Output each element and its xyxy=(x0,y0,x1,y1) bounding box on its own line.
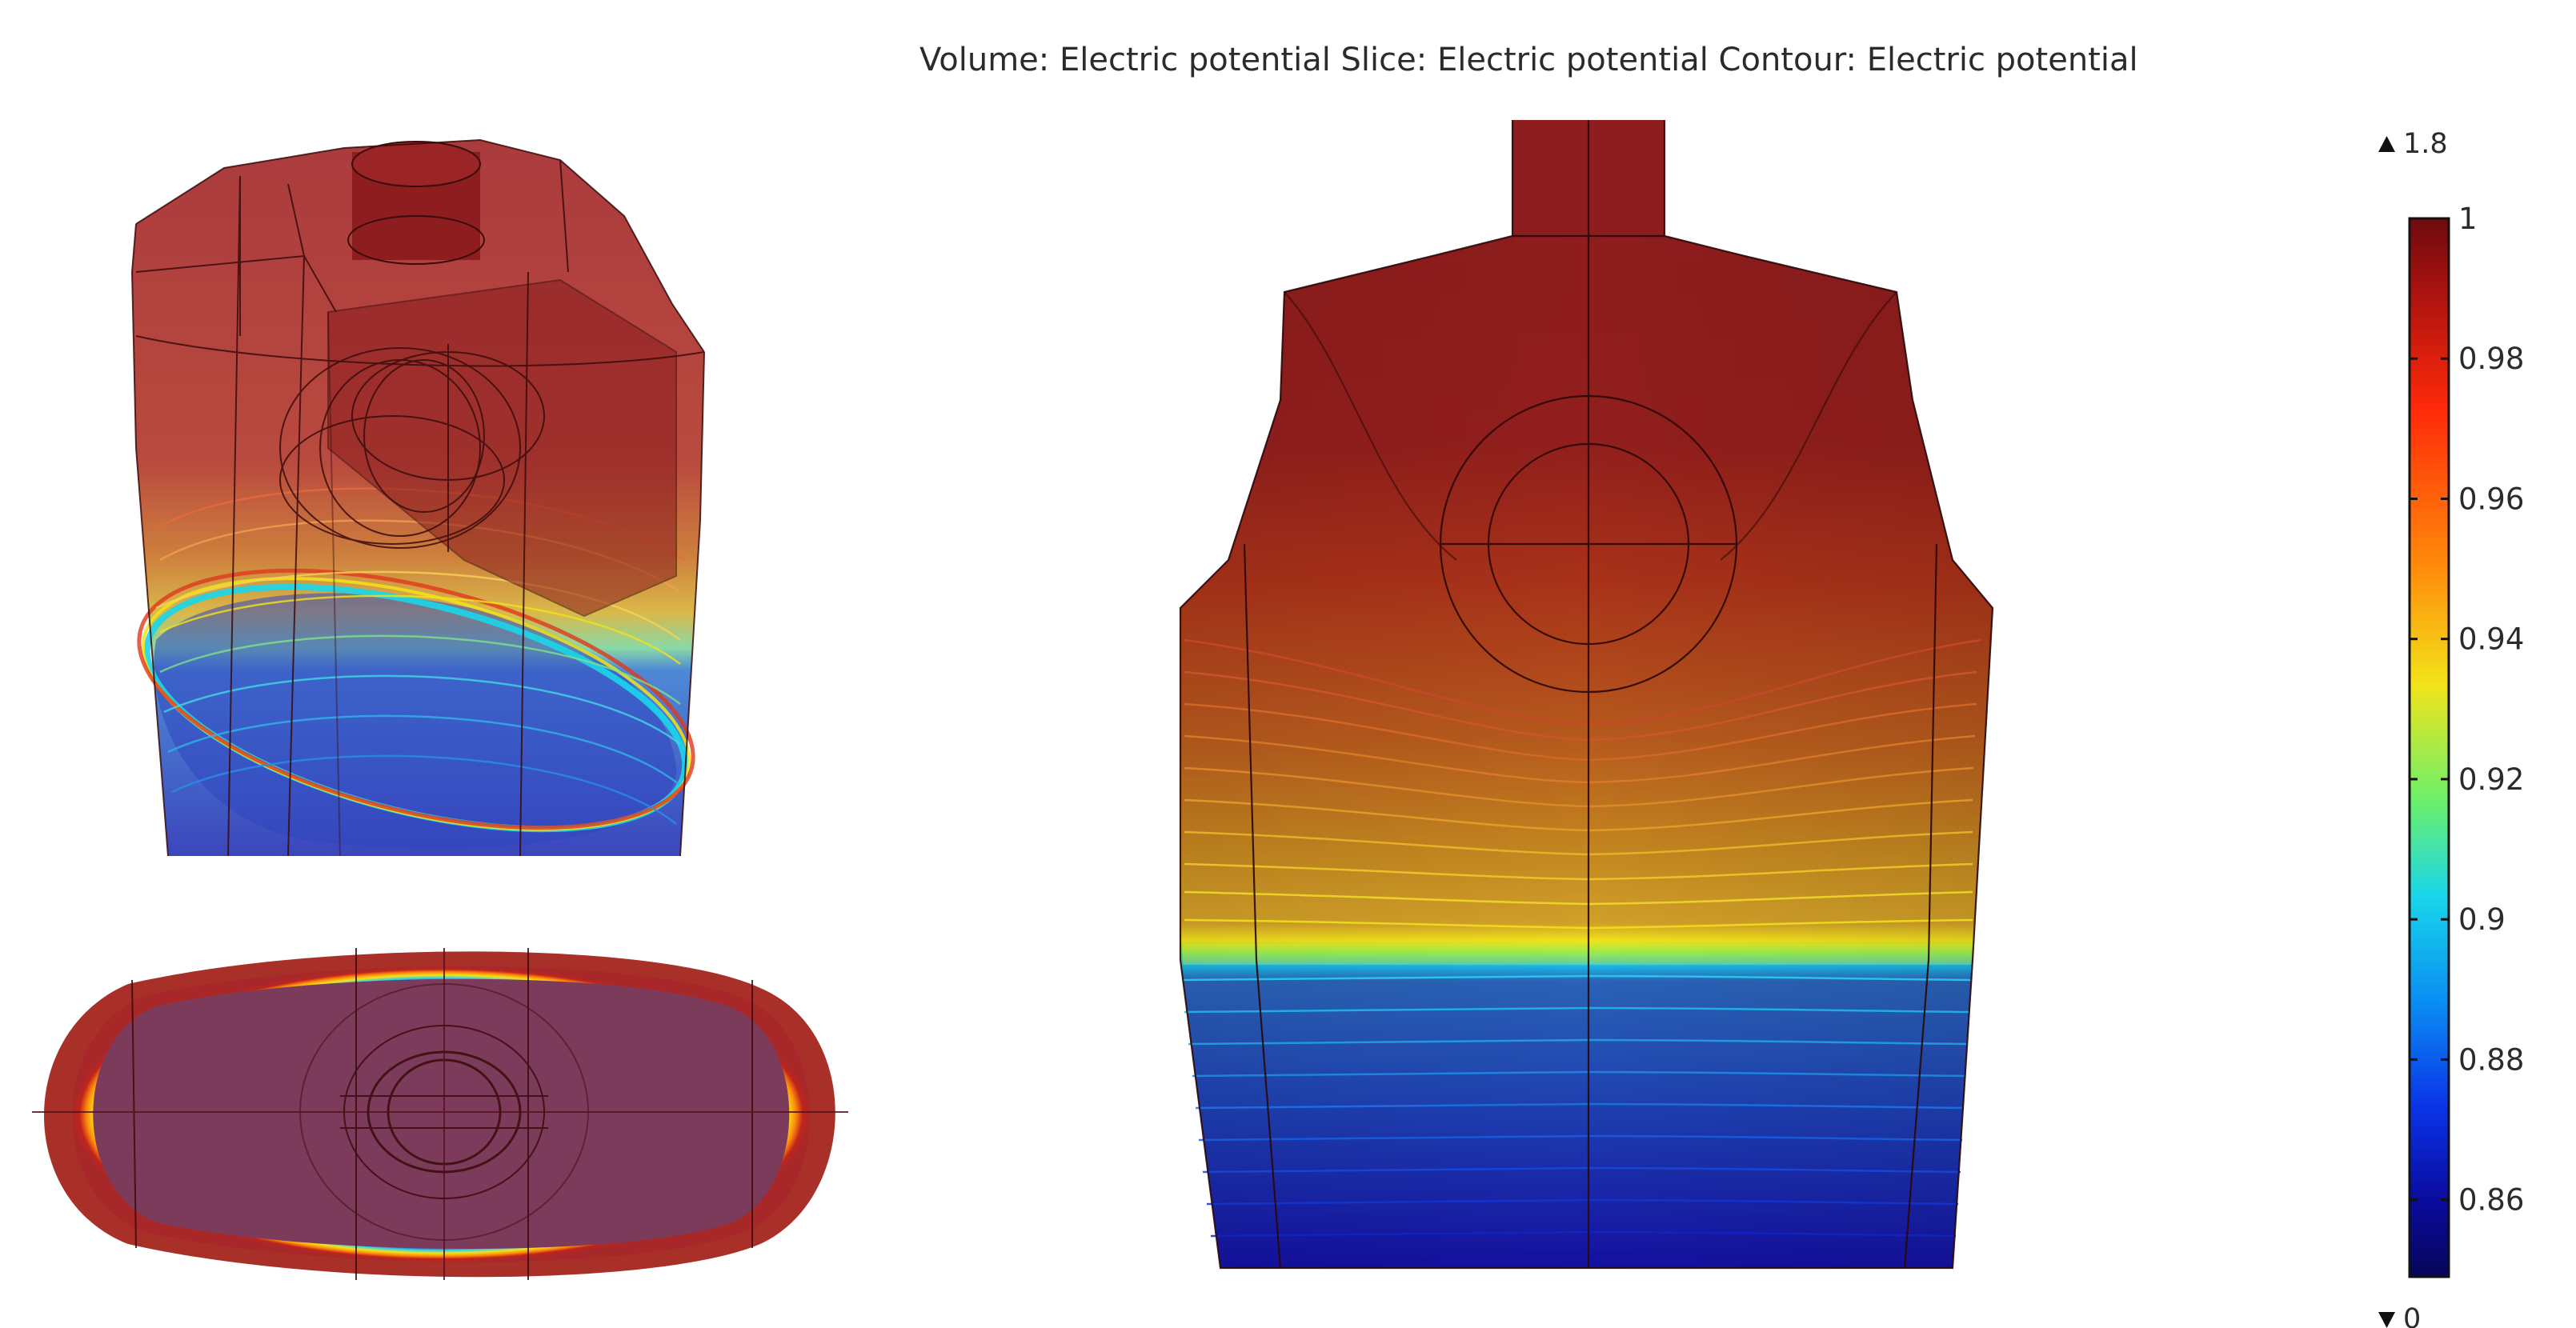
colorbar-min-label: 0 xyxy=(2403,1303,2421,1328)
colorbar-tick-label: 0.98 xyxy=(2458,342,2524,376)
colorbar-max-label: 1.8 xyxy=(2403,128,2448,160)
iso-wireframe xyxy=(130,138,705,857)
colorbar-tick-label: 0.94 xyxy=(2458,622,2524,657)
front-transition-band xyxy=(1183,944,1973,965)
top-wireframe xyxy=(32,948,848,1280)
colorbar-tick-label: 0.88 xyxy=(2458,1042,2524,1077)
plot-title: Volume: Electric potential Slice: Electr… xyxy=(919,42,2138,78)
top-inner-fill xyxy=(93,978,790,1249)
colorbar-gradient xyxy=(2408,217,2450,1278)
colorbar: 1.8 1 0.98 0.96 0.94 0.92 0.9 0.88 0.86 0 xyxy=(2378,128,2524,1328)
colorbar-tick-label: 0.96 xyxy=(2458,482,2524,516)
front-shading xyxy=(1180,120,1993,1268)
iso-cylinder-base xyxy=(347,215,485,265)
iso-view xyxy=(130,138,705,857)
colorbar-tick-label: 0.9 xyxy=(2458,902,2506,937)
iso-cylinder-top xyxy=(351,141,481,187)
front-view xyxy=(1179,120,1994,1270)
colorbar-tick-label: 0.86 xyxy=(2458,1183,2524,1218)
colorbar-min-triangle-icon xyxy=(2378,1312,2395,1328)
front-wireframe xyxy=(1179,120,1994,1270)
colorbar-max-triangle-icon xyxy=(2378,136,2395,152)
top-view xyxy=(32,948,848,1280)
colorbar-tick-label: 0.92 xyxy=(2458,762,2524,797)
colorbar-ticks: 1 0.98 0.96 0.94 0.92 0.9 0.88 0.86 xyxy=(2410,202,2524,1218)
colorbar-tick-label: 1 xyxy=(2458,202,2478,236)
iso-slice-ring-red xyxy=(137,568,695,830)
iso-slice-ellipse xyxy=(154,593,677,850)
